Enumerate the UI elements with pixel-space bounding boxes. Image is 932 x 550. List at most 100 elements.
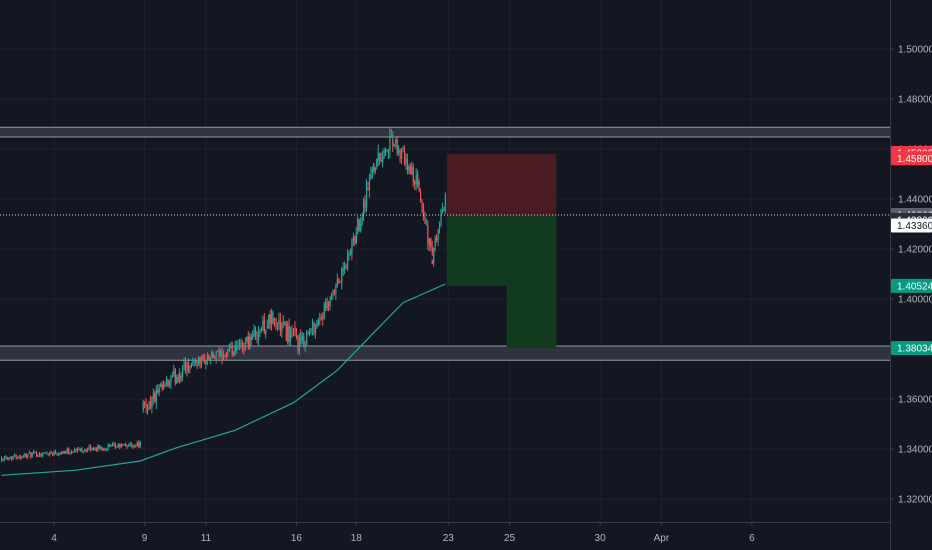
candle-body <box>193 361 195 363</box>
candle-body <box>355 234 357 244</box>
candle-body <box>157 390 159 394</box>
candle-body <box>415 174 417 185</box>
candle-body <box>304 345 306 349</box>
candle-body <box>363 200 365 214</box>
candle-body <box>260 327 263 331</box>
candle-body <box>392 141 394 147</box>
candle-body <box>233 352 235 354</box>
candle-body <box>431 260 433 264</box>
candle-body <box>247 336 249 348</box>
time-axis-labels: 4 9 11 16 18 23 25 30 Apr 6 <box>51 522 755 544</box>
candle-body <box>379 153 381 161</box>
candle-body <box>278 320 280 324</box>
candle-body <box>164 385 166 387</box>
candle-body <box>249 336 251 349</box>
candle-body <box>110 445 112 447</box>
candle-body <box>18 455 20 459</box>
candle-body <box>161 384 163 390</box>
candle-body <box>151 397 153 408</box>
candle-body <box>72 452 74 454</box>
candle-body <box>421 200 423 208</box>
candle-body <box>380 159 382 163</box>
candle-body <box>3 457 6 460</box>
candle-body <box>158 387 160 392</box>
candle-body <box>295 335 298 338</box>
price-badge-label: 1.40524 <box>897 281 932 292</box>
candle-body <box>437 229 439 240</box>
candle-body <box>238 342 241 347</box>
candle-body <box>300 339 302 345</box>
candle-body <box>268 314 270 328</box>
candle-body <box>319 318 321 320</box>
candle-body <box>310 328 312 332</box>
candle-body <box>208 354 210 361</box>
candle-body <box>228 348 230 352</box>
candle-body <box>330 295 333 297</box>
candle-body <box>297 335 299 350</box>
candle-body <box>434 238 436 247</box>
candle-body <box>336 279 338 286</box>
candle-body <box>199 357 201 365</box>
candle-body <box>288 324 290 342</box>
candle-body <box>155 390 157 404</box>
short-position-tool[interactable] <box>446 154 557 349</box>
price-axis-background[interactable] <box>890 0 932 550</box>
candle-body <box>406 159 409 171</box>
candle-body <box>56 453 58 455</box>
candle-body <box>198 357 200 365</box>
candle-body <box>387 151 390 153</box>
candle-body <box>417 174 419 180</box>
candle-body <box>427 224 429 244</box>
candle-body <box>344 266 346 270</box>
candle-body <box>342 268 344 271</box>
candle-body <box>190 363 192 368</box>
candle-body <box>347 253 349 269</box>
candle-body <box>405 158 407 164</box>
candle-body <box>17 458 19 460</box>
price-tick-label: 1.48000 <box>898 95 932 106</box>
candle-body <box>214 357 216 359</box>
time-tick-label: 6 <box>749 533 755 544</box>
candle-body <box>27 454 29 458</box>
time-tick-label: 11 <box>201 533 212 544</box>
candle-body <box>184 362 187 368</box>
candle-body <box>271 320 273 324</box>
candle-body <box>294 327 296 335</box>
candle-body <box>271 311 273 322</box>
price-badges: 1.458001.458001.433601.433601.433601.405… <box>891 146 932 356</box>
candle-body <box>326 300 328 309</box>
candle-body <box>186 366 188 372</box>
candle-body <box>163 384 165 390</box>
candle-body <box>428 238 430 245</box>
candle-body <box>311 322 314 329</box>
candle-body <box>408 166 410 171</box>
moving-average-line <box>1 283 446 476</box>
candle-body <box>195 360 197 365</box>
candle-body <box>253 328 255 335</box>
candle-body <box>409 165 411 174</box>
candle-body <box>103 448 105 450</box>
candle-body <box>205 360 207 365</box>
candle-body <box>79 449 82 451</box>
price-badge: 1.38034 <box>891 341 932 356</box>
candle-body <box>290 332 292 341</box>
time-axis-background[interactable] <box>0 522 890 550</box>
candle-body <box>425 224 428 226</box>
candle-body <box>114 443 117 447</box>
support-zone <box>0 346 890 361</box>
candle-body <box>109 445 111 447</box>
candle-body <box>393 144 395 146</box>
candle-body <box>1 458 3 461</box>
candle-body <box>167 379 169 386</box>
candle-body <box>182 371 184 378</box>
candle-body <box>122 444 124 446</box>
time-tick-label: 18 <box>351 533 363 544</box>
candle-body <box>439 226 441 230</box>
candle-body <box>424 216 426 224</box>
candle-body <box>75 448 77 451</box>
candle-body <box>8 457 10 460</box>
candle-body <box>53 451 55 455</box>
candle-body <box>107 445 109 449</box>
